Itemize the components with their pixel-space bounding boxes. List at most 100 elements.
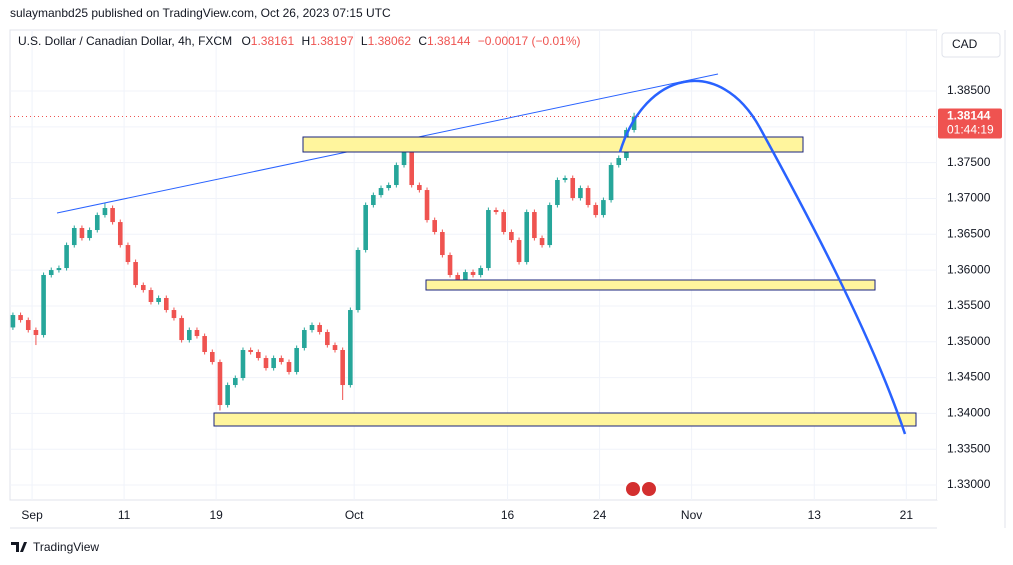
x-tick-label: Nov: [681, 508, 702, 522]
candle-body: [470, 272, 476, 275]
last-price-box: [938, 108, 1002, 139]
ohlc-key: L: [361, 34, 368, 48]
x-tick-label: Oct: [345, 508, 364, 522]
candle-body: [371, 195, 376, 206]
candle-body: [332, 345, 338, 350]
zone: [213, 412, 917, 427]
y-tick-label: 1.37000: [947, 191, 991, 205]
candle-body: [478, 268, 484, 275]
ohlc-value: 1.38197: [310, 34, 354, 48]
candle-body: [110, 208, 115, 223]
candle-body: [233, 378, 238, 386]
candle-body: [94, 215, 100, 231]
zone: [425, 279, 876, 291]
candle-body: [48, 270, 54, 275]
candle-body: [547, 205, 553, 246]
candle-body: [309, 324, 315, 331]
candle-body: [401, 150, 407, 166]
countdown: 01:44:19: [947, 123, 994, 137]
candle-body: [348, 310, 353, 386]
axes: 1.33000 1.33500 1.34000 1.34500 1.35000 1.355…: [21, 83, 1002, 522]
candle-body: [225, 385, 230, 406]
candle-body: [79, 228, 85, 239]
candle-body: [25, 320, 31, 331]
candle-body: [524, 212, 530, 263]
candle-body: [532, 212, 537, 239]
y-tick-label: 1.33500: [947, 441, 991, 455]
candle-body: [279, 358, 284, 363]
x-tick-label: 16: [501, 508, 515, 522]
x-tick-label: Sep: [21, 508, 43, 522]
candle-body: [10, 315, 16, 328]
candle-body: [133, 262, 138, 286]
candle-body: [186, 330, 192, 341]
zone: [302, 136, 804, 153]
symbol: U.S. Dollar / Canadian Dollar, 4h, FXCM: [18, 34, 232, 48]
candle-body: [171, 310, 177, 319]
candles: [10, 112, 937, 411]
logo: [11, 542, 27, 552]
candle-body: [217, 362, 223, 406]
candle-body: [570, 177, 576, 199]
y-tick-label: 1.34000: [947, 406, 991, 420]
candle-body: [202, 336, 207, 353]
candle-body: [409, 150, 414, 186]
candle-body: [631, 116, 637, 131]
candle-body: [18, 315, 23, 321]
x-tick-label: 13: [808, 508, 822, 522]
currency-button[interactable]: [941, 32, 1001, 58]
candle-body: [432, 220, 437, 233]
candle-body: [386, 185, 391, 189]
y-tick-label: 1.38500: [947, 83, 991, 97]
candle-body: [593, 205, 599, 216]
candle-body: [539, 238, 545, 246]
footer-logo: [11, 542, 27, 552]
candle-body: [33, 330, 39, 336]
candle-body: [608, 165, 614, 201]
footer: TradingView: [33, 540, 99, 554]
candle-body: [585, 188, 591, 206]
candle-body: [378, 188, 384, 196]
y-tick-label: 1.35000: [947, 334, 991, 348]
event-flag: [640, 480, 658, 498]
change: −0.00017 (−0.01%): [478, 34, 581, 48]
candle-body: [294, 347, 299, 372]
candle-body: [440, 232, 445, 256]
y-tick-label: 1.37500: [947, 155, 991, 169]
x-tick-label: 11: [118, 508, 131, 522]
flags: [624, 480, 658, 498]
candle-body: [463, 272, 468, 281]
candle-body: [248, 349, 253, 353]
candle-body: [156, 297, 161, 302]
y-tick-label: 1.35500: [947, 298, 991, 312]
candle-body: [194, 330, 200, 337]
candle-body: [493, 210, 499, 213]
candle-body: [286, 362, 292, 372]
candle-body: [240, 349, 246, 379]
y-tick-label: 1.33000: [947, 477, 991, 491]
x-tick-label: 24: [593, 508, 607, 522]
ohlc-key: O: [241, 34, 250, 48]
candle-body: [363, 205, 368, 250]
currency[interactable]: CAD: [952, 37, 978, 51]
candle-body: [355, 249, 361, 311]
candle-body: [317, 324, 322, 333]
candle-body: [578, 188, 583, 199]
candle-body: [87, 230, 92, 239]
candle-body: [394, 165, 399, 186]
projection-curve: [618, 79, 907, 435]
candle-body: [210, 352, 215, 363]
ohlc-value: 1.38144: [427, 34, 471, 48]
candle-body: [163, 297, 169, 311]
candle-body: [447, 255, 453, 275]
candle-body: [601, 200, 606, 216]
candle-body: [41, 274, 46, 336]
last-price-label: 1.38144: [947, 109, 991, 123]
candle-body: [56, 268, 62, 271]
drawings: [56, 73, 917, 435]
ohlc-value: 1.38062: [368, 34, 412, 48]
legend: U.S. Dollar / Canadian Dollar, 4h, FXCM …: [18, 34, 581, 48]
candle-body: [117, 222, 123, 246]
